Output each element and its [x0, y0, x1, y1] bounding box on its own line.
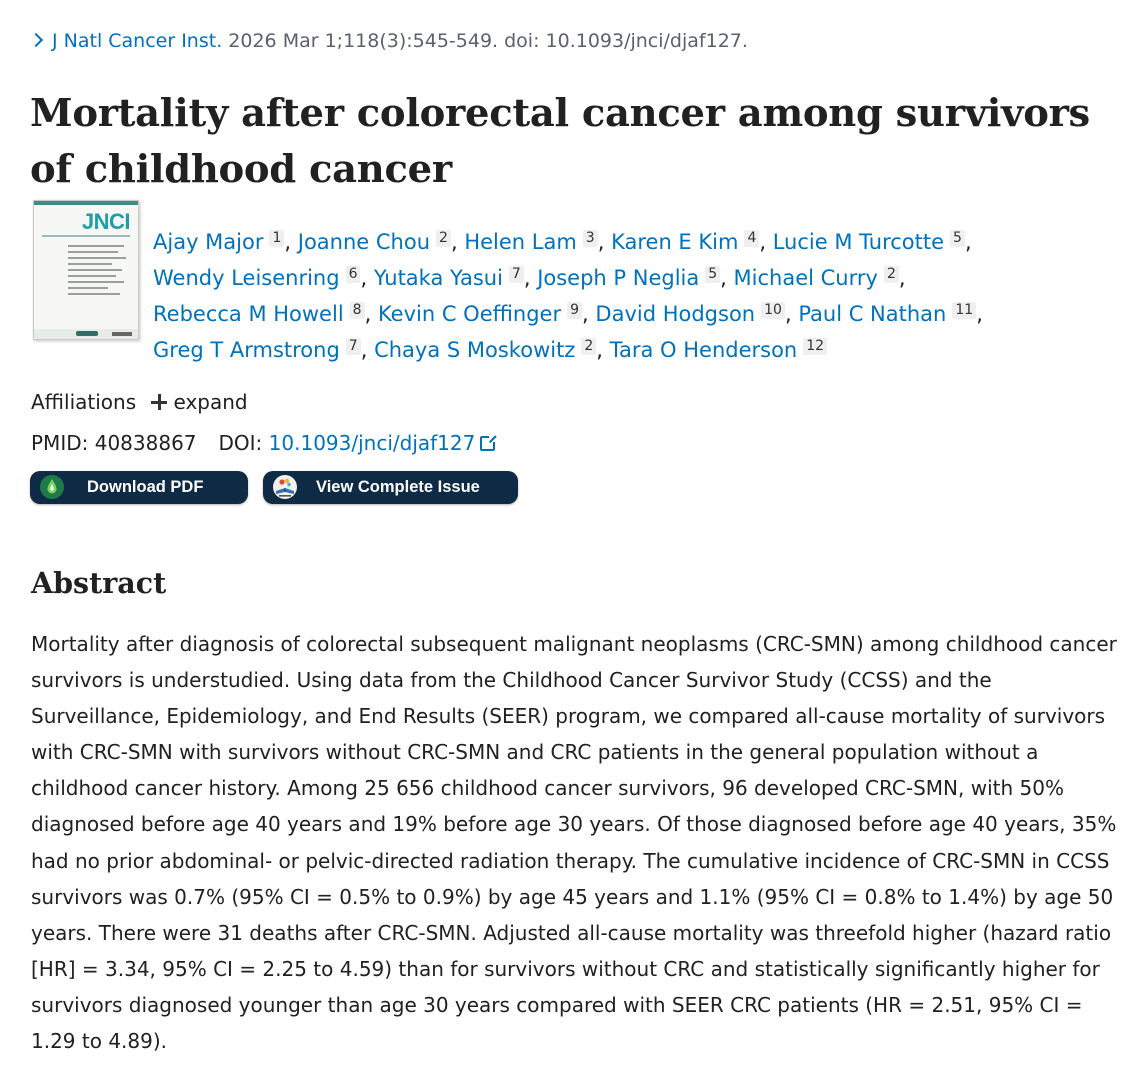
- pdf-drop-icon: [40, 475, 64, 499]
- author-separator: ,: [964, 230, 972, 254]
- cover-text-line: [68, 263, 112, 265]
- cover-text-line: [68, 251, 118, 253]
- cover-text-line: [68, 281, 124, 283]
- download-pdf-button[interactable]: Download PDF: [30, 471, 248, 504]
- view-complete-issue-button[interactable]: View Complete Issue: [263, 471, 518, 504]
- external-link-icon: [480, 434, 498, 451]
- view-complete-issue-label: View Complete Issue: [316, 478, 480, 496]
- cover-text-line: [68, 257, 126, 259]
- affiliation-number[interactable]: 5: [705, 266, 721, 283]
- doi-label: DOI:: [218, 431, 263, 455]
- affiliations-label: Affiliations: [31, 390, 137, 414]
- author-link[interactable]: Tara O Henderson: [609, 338, 798, 362]
- author-separator: ,: [596, 338, 610, 362]
- affiliations-expand-button[interactable]: expand: [142, 390, 248, 414]
- author-separator: ,: [597, 230, 612, 254]
- pmid-value: 40838867: [94, 431, 197, 455]
- cover-text-line: [68, 293, 120, 295]
- affiliation-number[interactable]: 1: [269, 230, 285, 247]
- affiliations-row: Affiliations expand: [31, 390, 248, 414]
- cover-text-line: [68, 287, 108, 289]
- abstract-text: Mortality after diagnosis of colorectal …: [31, 632, 1117, 1054]
- cover-text-line: [68, 275, 116, 277]
- journal-cover-image[interactable]: JNCI: [33, 200, 139, 340]
- pmid-label: PMID:: [31, 431, 89, 455]
- author-separator: ,: [450, 230, 465, 254]
- author-link[interactable]: David Hodgson: [595, 302, 756, 326]
- abstract-heading: Abstract: [31, 566, 167, 600]
- author-separator: ,: [976, 302, 983, 326]
- author-link[interactable]: Kevin C Oeffinger: [377, 302, 562, 326]
- author-link[interactable]: Wendy Leisenring: [153, 266, 340, 290]
- author-link[interactable]: Greg T Armstrong: [153, 338, 340, 362]
- cover-rule: [42, 235, 130, 237]
- cover-logo: JNCI: [81, 209, 131, 234]
- citation-line: J Natl Cancer Inst. 2026 Mar 1;118(3):54…: [28, 30, 748, 52]
- affiliation-number[interactable]: 11: [952, 302, 977, 319]
- author-link[interactable]: Joanne Chou: [297, 230, 431, 254]
- citation-details: 2026 Mar 1;118(3):545-549. doi: 10.1093/…: [228, 30, 748, 52]
- identifiers-row: PMID: 40838867 DOI: 10.1093/jnci/djaf127: [31, 431, 498, 455]
- affiliation-number[interactable]: 12: [803, 338, 828, 355]
- issue-book-icon: [273, 475, 297, 499]
- author-separator: ,: [360, 338, 375, 362]
- cover-top-bar: [34, 201, 138, 205]
- affiliation-number[interactable]: 2: [883, 266, 899, 283]
- journal-link[interactable]: J Natl Cancer Inst.: [52, 30, 223, 52]
- expand-label: expand: [173, 390, 248, 414]
- author-separator: ,: [720, 266, 734, 290]
- author-link[interactable]: Chaya S Moskowitz: [374, 338, 576, 362]
- download-pdf-label: Download PDF: [87, 478, 204, 496]
- affiliation-number[interactable]: 6: [345, 266, 361, 283]
- affiliation-number[interactable]: 4: [744, 230, 760, 247]
- author-separator: ,: [523, 266, 538, 290]
- author-link[interactable]: Lucie M Turcotte: [772, 230, 945, 254]
- author-separator: ,: [759, 230, 773, 254]
- author-separator: ,: [784, 302, 799, 326]
- affiliation-number[interactable]: 5: [950, 230, 965, 247]
- affiliation-number[interactable]: 7: [508, 266, 524, 283]
- author-link[interactable]: Paul C Nathan: [798, 302, 947, 326]
- article-title: Mortality after colorectal cancer among …: [30, 91, 1090, 192]
- author-link[interactable]: Joseph P Neglia: [537, 266, 700, 290]
- cover-footer-logo: [76, 331, 98, 336]
- affiliation-number[interactable]: 9: [567, 302, 583, 319]
- affiliation-number[interactable]: 8: [349, 302, 365, 319]
- doi-link[interactable]: 10.1093/jnci/djaf127: [268, 431, 498, 455]
- author-separator: ,: [582, 302, 596, 326]
- author-list: Ajay Major 1, Joanne Chou 2, Helen Lam 3, K…: [153, 224, 1033, 368]
- author-link[interactable]: Ajay Major: [153, 230, 264, 254]
- author-link[interactable]: Karen E Kim: [611, 230, 739, 254]
- author-link[interactable]: Michael Curry: [733, 266, 878, 290]
- author-separator: ,: [364, 302, 378, 326]
- affiliation-number[interactable]: 10: [761, 302, 785, 319]
- author-separator: ,: [360, 266, 374, 290]
- author-link[interactable]: Helen Lam: [464, 230, 577, 254]
- cover-text-line: [68, 269, 122, 271]
- author-separator: ,: [284, 230, 298, 254]
- cover-publisher-mark: [112, 332, 132, 336]
- affiliation-number[interactable]: 7: [345, 338, 361, 355]
- author-link[interactable]: Rebecca M Howell: [153, 302, 344, 326]
- affiliation-number[interactable]: 2: [581, 338, 597, 355]
- affiliation-number[interactable]: 3: [582, 230, 598, 247]
- doi-value: 10.1093/jnci/djaf127: [268, 431, 476, 455]
- cover-text-line: [68, 245, 124, 247]
- affiliation-number[interactable]: 2: [436, 230, 451, 247]
- author-separator: ,: [898, 266, 906, 290]
- chevron-right-icon[interactable]: [28, 32, 44, 48]
- plus-icon: [151, 394, 168, 410]
- author-link[interactable]: Yutaka Yasui: [373, 266, 503, 290]
